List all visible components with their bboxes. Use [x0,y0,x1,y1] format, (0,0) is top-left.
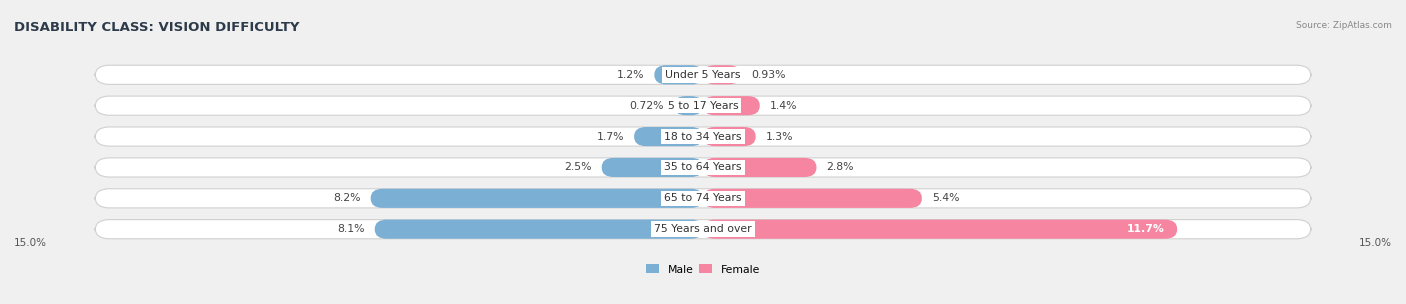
Text: 1.3%: 1.3% [766,132,793,142]
Text: Source: ZipAtlas.com: Source: ZipAtlas.com [1296,21,1392,30]
Legend: Male, Female: Male, Female [641,260,765,279]
Text: 15.0%: 15.0% [14,238,46,248]
FancyBboxPatch shape [96,96,1310,115]
Text: 0.72%: 0.72% [630,101,664,111]
FancyBboxPatch shape [634,127,703,146]
FancyBboxPatch shape [703,219,1177,239]
FancyBboxPatch shape [703,127,755,146]
FancyBboxPatch shape [703,189,922,208]
FancyBboxPatch shape [375,219,703,239]
FancyBboxPatch shape [96,127,1310,146]
Text: 8.2%: 8.2% [333,193,360,203]
Text: 0.93%: 0.93% [751,70,786,80]
Text: 2.5%: 2.5% [564,162,592,172]
Text: 1.7%: 1.7% [596,132,624,142]
Text: 2.8%: 2.8% [827,162,853,172]
FancyBboxPatch shape [673,96,703,115]
FancyBboxPatch shape [96,189,1310,208]
FancyBboxPatch shape [703,96,759,115]
Text: 65 to 74 Years: 65 to 74 Years [664,193,742,203]
Text: 1.2%: 1.2% [617,70,644,80]
Text: DISABILITY CLASS: VISION DIFFICULTY: DISABILITY CLASS: VISION DIFFICULTY [14,21,299,34]
Text: 15.0%: 15.0% [1360,238,1392,248]
Text: 35 to 64 Years: 35 to 64 Years [664,162,742,172]
Text: 8.1%: 8.1% [337,224,364,234]
FancyBboxPatch shape [703,158,817,177]
Text: 5.4%: 5.4% [932,193,959,203]
Text: 18 to 34 Years: 18 to 34 Years [664,132,742,142]
Text: Under 5 Years: Under 5 Years [665,70,741,80]
Text: 75 Years and over: 75 Years and over [654,224,752,234]
Text: 1.4%: 1.4% [770,101,797,111]
FancyBboxPatch shape [371,189,703,208]
FancyBboxPatch shape [96,219,1310,239]
FancyBboxPatch shape [654,65,703,85]
FancyBboxPatch shape [703,65,741,85]
FancyBboxPatch shape [96,158,1310,177]
Text: 5 to 17 Years: 5 to 17 Years [668,101,738,111]
Text: 11.7%: 11.7% [1128,224,1166,234]
FancyBboxPatch shape [96,65,1310,85]
FancyBboxPatch shape [602,158,703,177]
